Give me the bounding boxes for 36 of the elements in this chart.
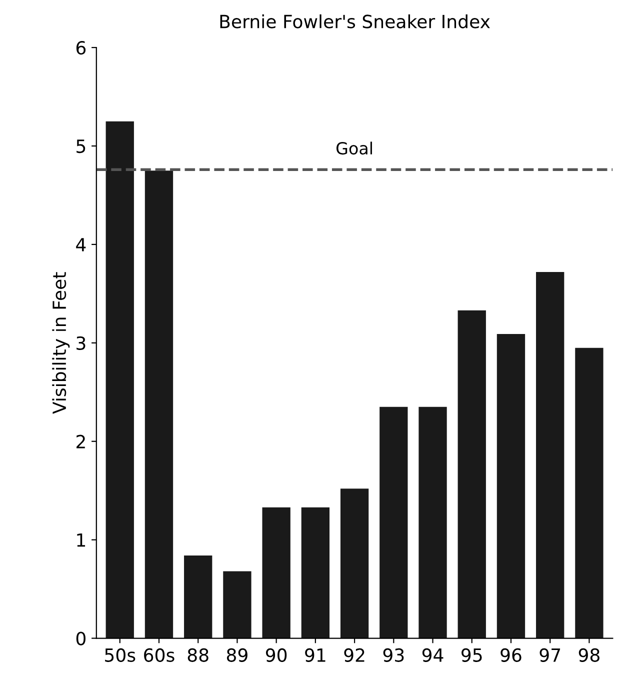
bar: [223, 571, 252, 638]
bar: [496, 334, 526, 638]
bar: [262, 507, 290, 638]
y-tick-label: 3: [76, 336, 86, 350]
y-tick-label: 2: [76, 434, 85, 448]
y-axis-title: Visibility in Feet: [52, 272, 70, 414]
x-tick-label: 92: [344, 648, 364, 662]
bar: [106, 121, 134, 638]
x-tick-label: 91: [305, 648, 326, 662]
bar: [536, 272, 564, 638]
bar: [184, 556, 212, 638]
x-tick-label: 94: [422, 648, 444, 662]
y-tick-label: 5: [76, 140, 86, 154]
x-tick-label: 98: [578, 648, 600, 662]
x-tick-label: 88: [188, 648, 208, 662]
bar: [418, 406, 447, 638]
chart-title: Bernie Fowler's Sneaker Index: [220, 14, 490, 28]
y-tick-label: 1: [77, 534, 86, 547]
bar: [575, 348, 604, 638]
x-tick-label: 95: [462, 648, 482, 662]
bar: [301, 507, 330, 638]
x-tick-label: 60s: [144, 648, 174, 662]
ref-line-label: Goal: [336, 142, 372, 155]
bar: [144, 170, 174, 638]
x-tick-label: 50s: [105, 648, 136, 662]
x-tick-label: 97: [540, 648, 560, 662]
x-tick-label: 96: [500, 648, 522, 662]
x-tick-label: 93: [383, 648, 404, 662]
y-tick-label: 4: [76, 238, 86, 252]
bar: [458, 310, 486, 638]
y-tick-label: 0: [76, 632, 86, 646]
bar: [380, 406, 408, 638]
x-tick-label: 89: [226, 648, 248, 662]
x-tick-label: 90: [266, 648, 287, 662]
bar: [340, 488, 369, 638]
y-tick-label: 6: [76, 40, 86, 55]
